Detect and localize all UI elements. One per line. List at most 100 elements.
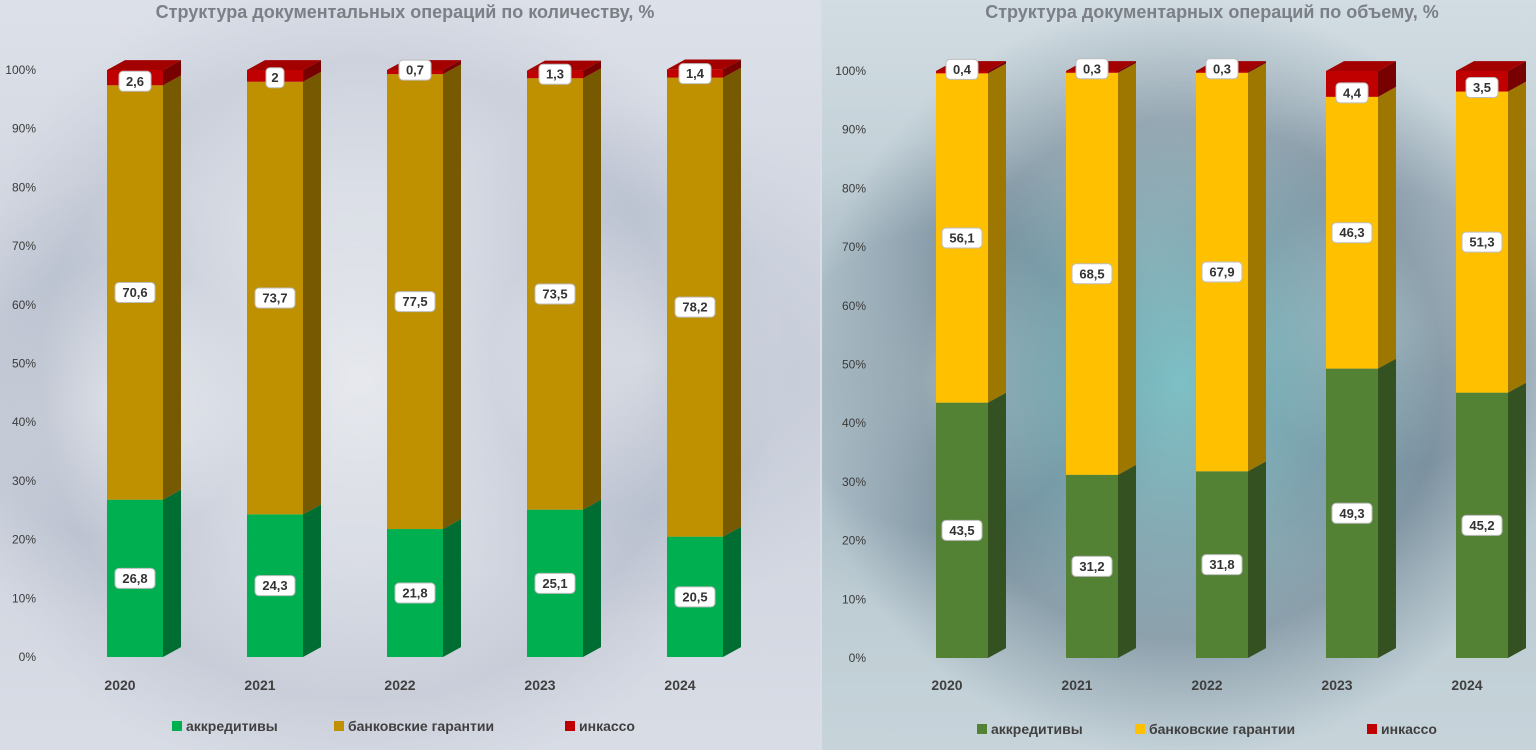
legend-item: аккредитивы bbox=[172, 718, 278, 734]
data-label-box bbox=[678, 63, 712, 85]
data-label-text: 20,5 bbox=[682, 589, 707, 604]
legend-item: банковские гарантии bbox=[1135, 721, 1295, 737]
bar-segment-side bbox=[1118, 61, 1136, 73]
data-label: 2 bbox=[265, 67, 285, 89]
data-label: 0,3 bbox=[1075, 58, 1109, 80]
y-tick-label: 10% bbox=[842, 592, 866, 606]
bar-segment-side bbox=[1248, 461, 1266, 658]
data-label-text: 45,2 bbox=[1469, 518, 1494, 533]
data-label-text: 56,1 bbox=[949, 231, 974, 246]
bar-segment-side bbox=[303, 504, 321, 657]
data-label: 73,7 bbox=[254, 287, 296, 309]
bar-segment-side bbox=[583, 499, 601, 657]
data-label-text: 26,8 bbox=[122, 571, 147, 586]
bar-segment-side bbox=[1378, 61, 1396, 97]
x-tick-label: 2023 bbox=[1321, 677, 1352, 693]
legend-label: аккредитивы bbox=[186, 718, 278, 734]
bar-stack-2020: 26,8 70,6 2,6 bbox=[107, 60, 181, 657]
bar-segment-side bbox=[988, 61, 1006, 74]
data-label-text: 68,5 bbox=[1079, 266, 1104, 281]
bar-segment-side bbox=[1508, 61, 1526, 92]
bar-segment-side bbox=[303, 60, 321, 82]
bar-stack-2021: 24,3 73,7 2 bbox=[247, 60, 321, 657]
data-label: 70,6 bbox=[114, 281, 156, 303]
data-label: 77,5 bbox=[394, 291, 436, 313]
data-label-text: 73,5 bbox=[542, 286, 567, 301]
legend-swatch bbox=[1135, 724, 1145, 734]
chart-volume-svg: Структура документарных операций по объе… bbox=[835, 2, 1526, 737]
data-label-box bbox=[674, 586, 716, 608]
data-label: 78,2 bbox=[674, 296, 716, 318]
x-tick-label: 2020 bbox=[931, 677, 962, 693]
bar-stack-2023: 49,3 46,3 4,4 bbox=[1326, 61, 1396, 658]
x-tick-label: 2021 bbox=[244, 677, 275, 693]
y-tick-label: 70% bbox=[12, 239, 36, 253]
data-label-box bbox=[1331, 222, 1373, 244]
data-label: 26,8 bbox=[114, 567, 156, 589]
legend-swatch bbox=[1367, 724, 1377, 734]
data-label-box bbox=[1075, 58, 1109, 80]
bar-segment-side bbox=[1248, 61, 1266, 73]
data-label-box bbox=[265, 67, 285, 89]
x-tick-label: 2021 bbox=[1061, 677, 1092, 693]
data-label-box bbox=[1461, 514, 1503, 536]
data-label-box bbox=[114, 567, 156, 589]
y-tick-label: 100% bbox=[5, 63, 36, 77]
data-label-box bbox=[1201, 261, 1243, 283]
data-label: 51,3 bbox=[1461, 231, 1503, 253]
data-label-text: 0,4 bbox=[953, 62, 972, 77]
bar-segment-side bbox=[163, 60, 181, 86]
data-label-box bbox=[1205, 58, 1239, 80]
bar-segment-side bbox=[1118, 62, 1136, 475]
bar-stack-2022: 31,8 67,9 0,3 bbox=[1196, 58, 1266, 658]
bar-segment-top bbox=[107, 60, 181, 70]
legend-swatch bbox=[977, 724, 987, 734]
data-label: 31,2 bbox=[1071, 555, 1113, 577]
data-label-box bbox=[1071, 555, 1113, 577]
legend-label: аккредитивы bbox=[991, 721, 1083, 737]
data-label: 25,1 bbox=[534, 572, 576, 594]
bar-segment-side bbox=[723, 59, 741, 78]
data-label-box bbox=[114, 281, 156, 303]
data-label: 0,4 bbox=[945, 58, 979, 80]
data-label-text: 51,3 bbox=[1469, 235, 1494, 250]
data-label: 56,1 bbox=[941, 227, 983, 249]
legend-swatch bbox=[334, 721, 344, 731]
x-tick-label: 2020 bbox=[104, 677, 135, 693]
y-tick-label: 90% bbox=[842, 123, 866, 137]
data-label: 20,5 bbox=[674, 586, 716, 608]
data-label: 3,5 bbox=[1465, 77, 1499, 99]
data-label-text: 77,5 bbox=[402, 294, 427, 309]
x-tick-label: 2023 bbox=[524, 677, 555, 693]
data-label-box bbox=[118, 70, 152, 92]
bar-segment-side bbox=[1378, 358, 1396, 658]
data-label: 31,8 bbox=[1201, 554, 1243, 576]
y-tick-label: 20% bbox=[842, 534, 866, 548]
data-label-text: 70,6 bbox=[122, 285, 147, 300]
data-label-text: 0,3 bbox=[1083, 61, 1101, 76]
y-tick-label: 50% bbox=[12, 357, 36, 371]
y-tick-label: 30% bbox=[842, 475, 866, 489]
y-tick-label: 30% bbox=[12, 474, 36, 488]
data-label-box bbox=[1331, 502, 1373, 524]
chart-title: Структура документарных операций по объе… bbox=[985, 2, 1439, 22]
data-label-box bbox=[398, 59, 432, 81]
y-tick-label: 50% bbox=[842, 358, 866, 372]
data-label-box bbox=[1071, 263, 1113, 285]
bar-segment-side bbox=[723, 526, 741, 657]
data-label-text: 31,2 bbox=[1079, 559, 1104, 574]
legend-item: инкассо bbox=[565, 718, 635, 734]
chart-title: Структура документальных операций по кол… bbox=[156, 2, 655, 22]
bar-segment-top bbox=[247, 60, 321, 70]
bar-segment-side bbox=[1508, 382, 1526, 658]
data-label: 67,9 bbox=[1201, 261, 1243, 283]
bar-segment-side bbox=[163, 489, 181, 657]
bar-stack-2021: 31,2 68,5 0,3 bbox=[1066, 58, 1136, 658]
y-tick-label: 0% bbox=[19, 650, 37, 664]
data-label-text: 49,3 bbox=[1339, 506, 1364, 521]
legend-label: банковские гарантии bbox=[348, 718, 494, 734]
legend-label: инкассо bbox=[579, 718, 635, 734]
chart-count-svg: Структура документальных операций по кол… bbox=[5, 2, 741, 734]
data-label-box bbox=[1335, 82, 1369, 104]
data-label-text: 3,5 bbox=[1473, 80, 1491, 95]
